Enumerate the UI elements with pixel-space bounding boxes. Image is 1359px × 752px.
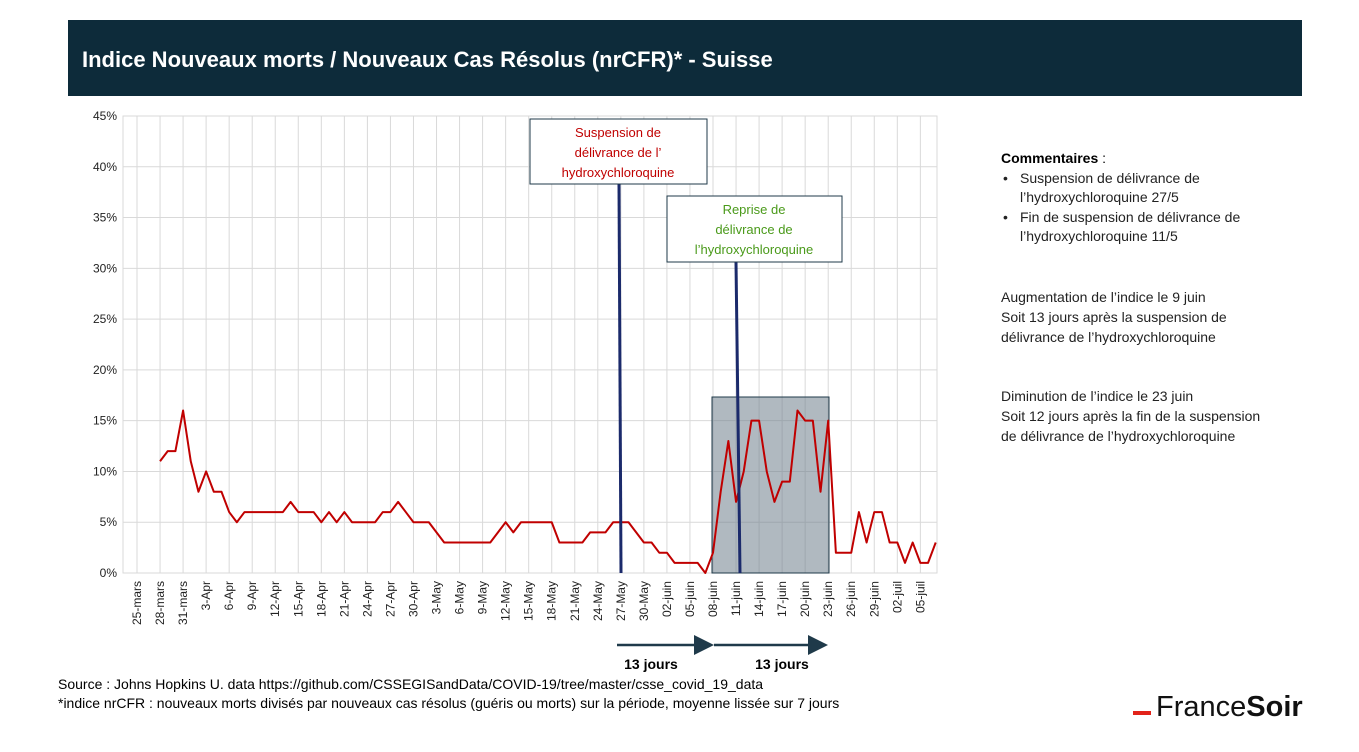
reprise-line <box>734 261 742 574</box>
x-tick-label: 11-juin <box>729 581 743 616</box>
comment: délivrance de l’hydroxychloroquine <box>1001 329 1216 345</box>
x-tick-label: 23-juin <box>821 581 835 617</box>
annotation: délivrance de <box>715 222 792 237</box>
title-bar <box>68 20 1302 96</box>
x-tick-label: 02-juil <box>890 581 904 613</box>
annotation: délivrance de l’ <box>575 145 662 160</box>
y-tick-label: 35% <box>93 211 117 225</box>
suspension-line <box>617 183 623 574</box>
interval-label: 13 jours <box>755 656 809 672</box>
comment: de délivrance de l’hydroxychloroquine <box>1001 428 1235 444</box>
x-tick-label: 28-mars <box>153 581 167 625</box>
comment: Diminution de l’indice le 23 juin <box>1001 388 1193 404</box>
x-tick-label: 12-Apr <box>268 581 282 617</box>
annotation: l’hydroxychloroquine <box>695 242 814 257</box>
chart-title: Indice Nouveaux morts / Nouveaux Cas Rés… <box>82 47 773 72</box>
y-tick-label: 40% <box>93 160 117 174</box>
x-tick-label: 20-juin <box>798 581 812 617</box>
x-tick-label: 24-Apr <box>360 581 374 617</box>
x-tick-label: 6-May <box>453 581 467 614</box>
annotation: hydroxychloroquine <box>562 165 675 180</box>
source: Source : Johns Hopkins U. data https://g… <box>58 676 763 692</box>
comment: Augmentation de l’indice le 9 juin <box>1001 289 1206 305</box>
y-tick-label: 45% <box>93 109 117 123</box>
y-tick-label: 30% <box>93 261 117 275</box>
suspension-box <box>529 118 708 185</box>
y-tick-label: 20% <box>93 363 117 377</box>
comment: Soit 13 jours après la suspension de <box>1001 309 1227 325</box>
x-tick-label: 12-May <box>499 581 513 621</box>
logo-mark <box>1133 711 1151 715</box>
x-tick-label: 15-May <box>522 581 536 621</box>
logo: FranceSoir <box>1156 691 1303 723</box>
x-tick-label: 25-mars <box>130 581 144 625</box>
x-tick-label: 17-juin <box>775 581 789 617</box>
x-tick-label: 3-Apr <box>199 581 213 610</box>
y-tick-label: 15% <box>93 414 117 428</box>
interval-label: 13 jours <box>624 656 678 672</box>
x-tick-label: 02-juin <box>660 581 674 617</box>
comment: Fin de suspension de délivrance de <box>1020 209 1240 225</box>
annotation: Suspension de <box>575 125 661 140</box>
comment: l’hydroxychloroquine 11/5 <box>1020 228 1178 244</box>
x-tick-label: 6-Apr <box>222 581 236 610</box>
x-tick-label: 15-Apr <box>291 581 305 617</box>
x-tick-label: 24-May <box>591 581 605 621</box>
x-tick-label: 31-mars <box>176 581 190 625</box>
comments-heading: Commentaires : <box>1001 150 1106 166</box>
x-tick-label: 08-juin <box>706 581 720 617</box>
y-tick-label: 25% <box>93 312 117 326</box>
x-tick-label: 21-May <box>568 581 582 621</box>
x-tick-label: 30-May <box>637 581 651 621</box>
x-tick-label: 9-May <box>476 581 490 614</box>
comment: Suspension de délivrance de <box>1020 170 1200 186</box>
y-tick-label: 0% <box>100 566 118 580</box>
x-tick-label: 18-Apr <box>314 581 328 617</box>
x-tick-label: 27-May <box>614 581 628 621</box>
x-tick-label: 27-Apr <box>383 581 397 617</box>
bullet: • <box>1003 170 1008 186</box>
comment: l’hydroxychloroquine 27/5 <box>1020 189 1179 205</box>
comment: Soit 12 jours après la fin de la suspens… <box>1001 408 1260 424</box>
data-line <box>159 409 937 574</box>
x-tick-label: 3-May <box>430 581 444 614</box>
x-tick-label: 18-May <box>545 581 559 621</box>
x-tick-label: 05-juin <box>683 581 697 617</box>
y-tick-label: 10% <box>93 464 117 478</box>
note: *indice nrCFR : nouveaux morts divisés p… <box>58 695 839 711</box>
x-tick-label: 14-juin <box>752 581 766 617</box>
bullet: • <box>1003 209 1008 225</box>
x-tick-label: 26-juin <box>844 581 858 617</box>
x-tick-label: 29-juin <box>867 581 881 617</box>
annotation: Reprise de <box>723 202 786 217</box>
reprise-box <box>666 195 843 263</box>
x-tick-label: 05-juil <box>913 581 927 613</box>
x-tick-label: 30-Apr <box>406 581 420 617</box>
y-tick-label: 5% <box>100 515 118 529</box>
line-group <box>159 409 937 574</box>
x-tick-label: 21-Apr <box>337 581 351 617</box>
x-tick-label: 9-Apr <box>245 581 259 610</box>
